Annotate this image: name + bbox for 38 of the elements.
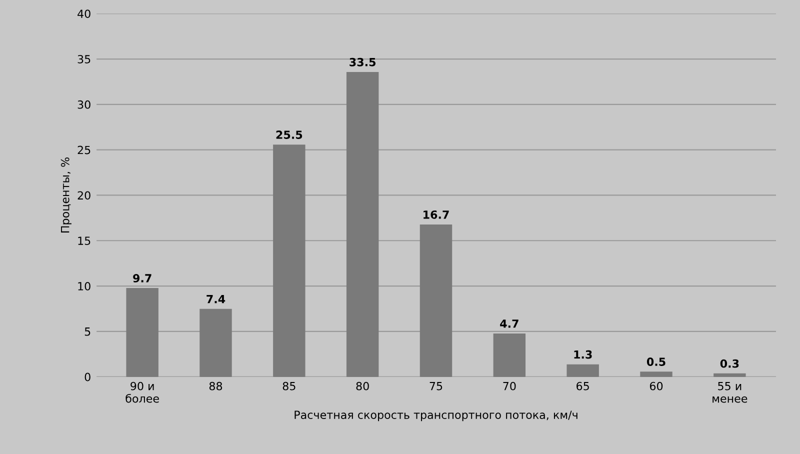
bar (346, 72, 379, 377)
data-label: 33.5 (350, 58, 376, 66)
data-label: 25.5 (276, 130, 302, 139)
bar (714, 373, 746, 377)
data-label: 1.3 (574, 350, 592, 359)
bar (566, 364, 599, 377)
y-tick-label: 40 (78, 10, 90, 18)
y-tick-label: 30 (78, 100, 90, 109)
data-label: 0.3 (720, 359, 739, 368)
x-tick-label: 65 (576, 382, 589, 390)
y-tick-label: 0 (84, 372, 90, 382)
x-tick-label: 55 и менее (712, 382, 748, 403)
bar (126, 288, 158, 377)
bar (273, 144, 306, 377)
data-label: 4.7 (500, 320, 518, 328)
x-tick-label: 85 (282, 382, 296, 390)
x-tick-label: 88 (209, 382, 222, 390)
data-label: 16.7 (424, 210, 449, 219)
bar (420, 224, 452, 377)
x-tick-label: 60 (650, 382, 663, 390)
y-tick-label: 35 (78, 54, 90, 64)
x-tick-label: 80 (356, 382, 369, 390)
y-tick-label: 25 (78, 146, 90, 154)
y-tick-label: 10 (78, 282, 90, 290)
y-tick-label: 5 (84, 328, 90, 336)
x-axis-title: Расчетная скорость транспортного потока, км/ч (294, 410, 578, 422)
y-axis-title: Проценты, % (60, 157, 72, 232)
data-label: 0.5 (646, 358, 666, 366)
x-tick-label: 90 и более (126, 382, 159, 403)
x-tick-label: 75 (430, 382, 442, 390)
x-tick-label: 70 (503, 382, 516, 390)
y-tick-label: 20 (78, 191, 90, 200)
y-tick-label: 15 (78, 236, 90, 245)
bar (640, 372, 672, 377)
bar (200, 308, 232, 377)
bar (493, 333, 526, 377)
data-label: 7.4 (206, 295, 226, 304)
data-label: 9.7 (133, 274, 152, 282)
